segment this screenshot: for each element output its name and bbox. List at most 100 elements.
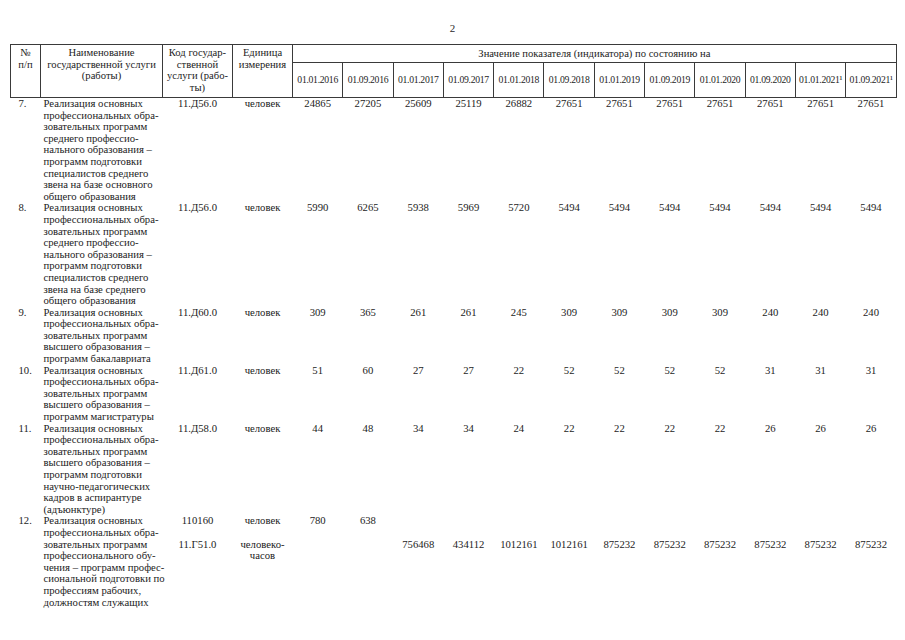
value: 240 xyxy=(795,307,845,319)
header-line: услуги (рабо- xyxy=(163,70,232,82)
table-row: 7.Реализация основныхпрофессиональных об… xyxy=(11,98,897,203)
date-header-cell: 01.01.2021¹ xyxy=(795,63,845,98)
service-name: Реализация основныхпрофессиональных обра… xyxy=(41,365,163,423)
value-cell: 27651 xyxy=(846,98,896,203)
value: 27205 xyxy=(343,98,393,110)
row-number: 12. xyxy=(11,515,41,608)
unit-label: человек xyxy=(233,307,293,319)
unit-label-line: человек xyxy=(233,515,293,527)
service-name-line: специалистов среднего xyxy=(44,272,163,284)
value: 5494 xyxy=(846,202,896,214)
value-cell: 309 xyxy=(594,307,644,365)
service-name-line: Реализация основных xyxy=(44,98,163,110)
value-cell: 875232 xyxy=(846,515,896,608)
date-header-cell: 01.09.2020 xyxy=(745,63,795,98)
value: 22 xyxy=(544,423,594,435)
value: 27651 xyxy=(846,98,896,110)
value-cell: 27205 xyxy=(343,98,393,203)
value: 875232 xyxy=(645,539,695,551)
date-header-cell: 01.09.2021¹ xyxy=(846,63,896,98)
value-cell: 240 xyxy=(745,307,795,365)
date-header-cell: 01.01.2018 xyxy=(494,63,544,98)
date-header-cell: 01.01.2017 xyxy=(393,63,443,98)
value: 309 xyxy=(695,307,745,319)
service-name: Реализация основныхпрофессиональных обра… xyxy=(41,98,163,203)
value-cell: 31 xyxy=(846,365,896,423)
service-code: 110160 xyxy=(163,515,233,527)
row-number: 7. xyxy=(11,98,41,203)
unit-label: человек xyxy=(233,202,293,214)
value: 24865 xyxy=(293,98,343,110)
value: 5494 xyxy=(745,202,795,214)
value-cell: 27651 xyxy=(594,98,644,203)
header-line: измерения xyxy=(233,59,292,71)
unit-label: человек xyxy=(233,423,293,435)
value: 34 xyxy=(443,423,493,435)
value-cell: 52 xyxy=(645,365,695,423)
value-cell: 24865 xyxy=(293,98,343,203)
value-cell: 26 xyxy=(745,423,795,516)
date-header-cell: 01.09.2016 xyxy=(343,63,393,98)
value: 27 xyxy=(443,365,493,377)
value-cell: 309 xyxy=(645,307,695,365)
header-line: Наименование xyxy=(41,47,162,59)
value: 875232 xyxy=(745,539,795,551)
table-row: 10.Реализация основныхпрофессиональных о… xyxy=(11,365,897,423)
value-cell: 240 xyxy=(846,307,896,365)
value: 5938 xyxy=(393,202,443,214)
row-number: 8. xyxy=(11,202,41,306)
unit-label-line: человек xyxy=(233,202,293,214)
service-name-line: программ подготовки xyxy=(44,156,163,168)
value-cell: 309 xyxy=(544,307,594,365)
value: 240 xyxy=(745,307,795,319)
value-cell: 875232 xyxy=(795,515,845,608)
value: 309 xyxy=(594,307,644,319)
value: 27651 xyxy=(795,98,845,110)
value-cell: 5938 xyxy=(393,202,443,306)
value: 31 xyxy=(846,365,896,377)
value: 26 xyxy=(846,423,896,435)
service-name-line: звена на базе основного xyxy=(44,179,163,191)
value-cell: 26 xyxy=(795,423,845,516)
value: 34 xyxy=(393,423,443,435)
value-cell: 27651 xyxy=(544,98,594,203)
value-cell: 27651 xyxy=(645,98,695,203)
value: 245 xyxy=(494,307,544,319)
unit-label-line: человек xyxy=(233,365,293,377)
header-line: государственной услуги xyxy=(41,59,162,71)
header-col-service-code: Код государ- ственной услуги (рабо- ты) xyxy=(163,45,233,98)
header-line: п/п xyxy=(11,59,40,71)
value-cell: 34 xyxy=(393,423,443,516)
service-code-cell: 11.Д58.0 xyxy=(163,423,233,516)
value-cell: 5969 xyxy=(443,202,493,306)
header-col-service-name: Наименование государственной услуги (раб… xyxy=(41,45,163,98)
service-name-line: профессионального обу- xyxy=(44,550,163,562)
value-cell: 52 xyxy=(544,365,594,423)
service-name-line: программ магистратуры xyxy=(44,411,163,423)
service-name: Реализация основныхпрофессиональных обра… xyxy=(41,423,163,516)
header-values-title: Значение показателя (индикатора) по сост… xyxy=(293,45,897,63)
value-cell: 25609 xyxy=(393,98,443,203)
value: 26 xyxy=(795,423,845,435)
value-cell: 6265 xyxy=(343,202,393,306)
table-row: 9.Реализация основныхпрофессиональных об… xyxy=(11,307,897,365)
unit-cell: человек xyxy=(233,423,293,516)
value-cell: 44 xyxy=(293,423,343,516)
value: 51 xyxy=(293,365,343,377)
date-header-cell: 01.09.2018 xyxy=(544,63,594,98)
value-cell: 245 xyxy=(494,307,544,365)
value-cell: 5494 xyxy=(594,202,644,306)
value: 875232 xyxy=(695,539,745,551)
service-name-line: программ бакалавриата xyxy=(44,353,163,365)
value: 875232 xyxy=(594,539,644,551)
value: 875232 xyxy=(846,539,896,551)
value-cell: 52 xyxy=(594,365,644,423)
header-col-unit: Единица измерения xyxy=(233,45,293,98)
value-cell: 780 xyxy=(293,515,343,608)
value-cell: 5494 xyxy=(544,202,594,306)
value-cell: 27651 xyxy=(695,98,745,203)
header-line: ты) xyxy=(163,82,232,94)
value: 5969 xyxy=(443,202,493,214)
value-cell: 22 xyxy=(594,423,644,516)
value: 25609 xyxy=(393,98,443,110)
